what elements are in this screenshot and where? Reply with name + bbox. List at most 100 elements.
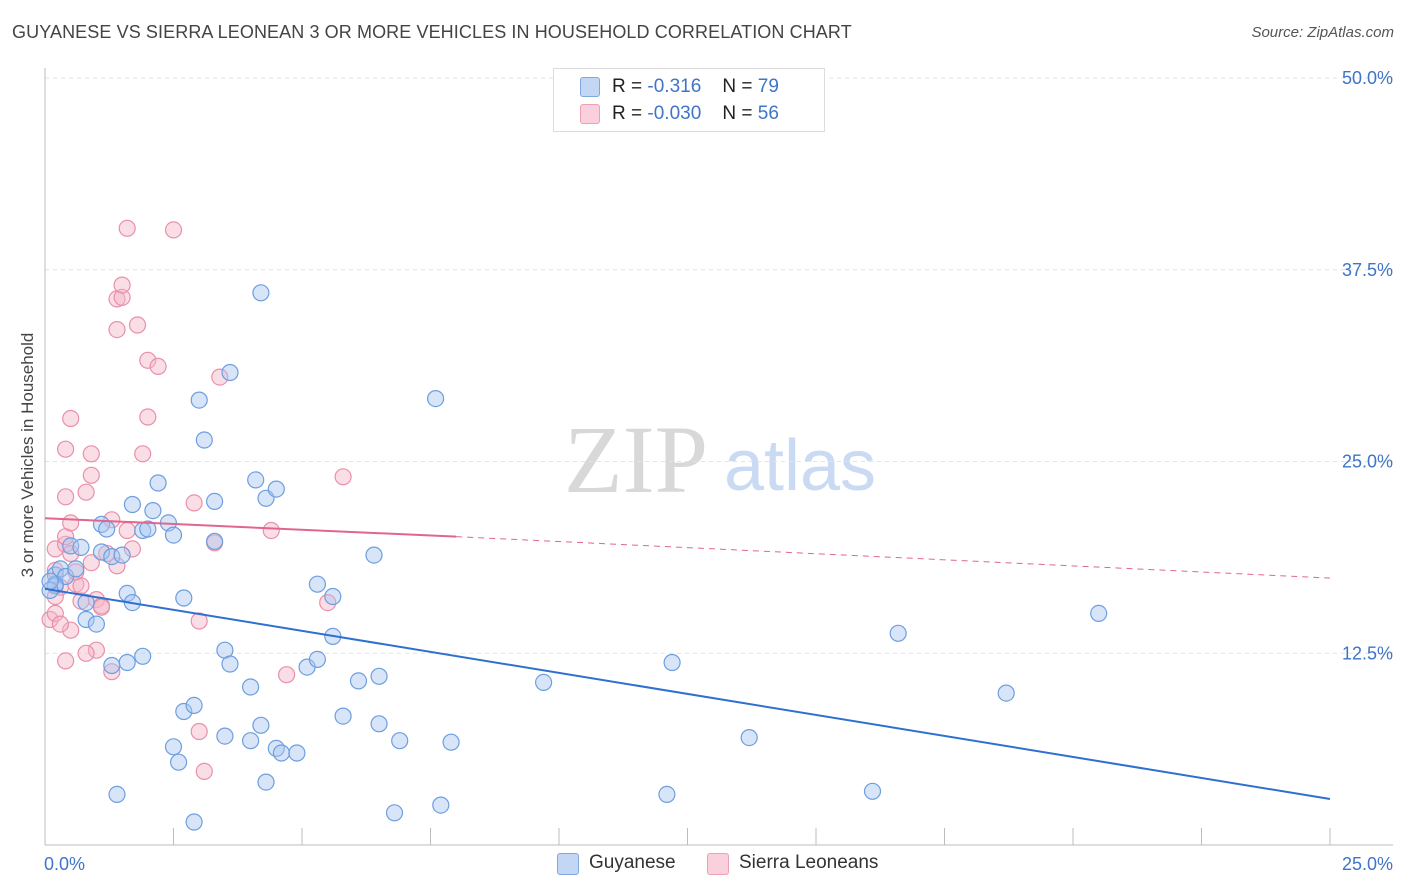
guyanese-points	[41, 284, 1108, 831]
legend-swatch-guyanese	[580, 77, 600, 97]
guyanese-point	[288, 744, 306, 762]
guyanese-point	[170, 753, 188, 771]
r-value: -0.030	[647, 103, 702, 124]
guyanese-point	[247, 471, 265, 489]
sierra-leonean-point	[211, 368, 229, 386]
sierra-leonean-points	[41, 219, 352, 781]
y-tick-label: 25.0%	[1342, 452, 1393, 472]
guyanese-point	[164, 738, 183, 756]
guyanese-point	[118, 653, 136, 672]
guyanese-point	[185, 696, 203, 715]
sierra-leonean-point	[278, 666, 296, 684]
sierra-leonean-point	[118, 521, 136, 540]
guyanese-point	[365, 546, 383, 564]
sierra-leonean-point	[113, 288, 131, 306]
sierra-leonean-point	[128, 316, 147, 334]
sierra-leonean-point	[139, 408, 157, 426]
guyanese-point	[123, 495, 141, 514]
guyanese-point	[77, 610, 95, 629]
sierra-leonean-point	[56, 652, 75, 670]
guyanese-point	[257, 773, 275, 791]
x-tick-label-max: 25.0%	[1342, 854, 1393, 874]
r-value: -0.316	[647, 76, 702, 97]
guyanese-point	[149, 474, 167, 492]
guyanese-point	[442, 733, 460, 751]
y-tick-label: 12.5%	[1342, 643, 1393, 663]
guyanese-point	[1090, 604, 1108, 623]
guyanese-point	[221, 655, 239, 673]
sierra-leonean-point	[108, 557, 126, 575]
n-label: N =	[722, 76, 753, 97]
guyanese-point	[534, 673, 553, 692]
sierra-leonean-point	[262, 521, 280, 540]
trend-lines	[44, 517, 1331, 800]
sierra-leonean-point	[77, 483, 95, 501]
sierra-leonean-point	[56, 440, 75, 458]
guyanese-point	[391, 732, 409, 750]
r-label: R =	[612, 76, 643, 97]
sierra-leonean-point	[334, 468, 352, 486]
guyanese-point	[324, 587, 342, 606]
guyanese-point	[242, 678, 260, 696]
guyanese-point	[134, 647, 152, 665]
guyanese-point	[190, 391, 208, 409]
guyanese-point	[144, 502, 162, 520]
guyanese-point	[185, 813, 203, 831]
sierra-leonean-point	[46, 604, 64, 623]
guyanese-point	[370, 667, 388, 685]
guyanese-point	[72, 538, 90, 557]
guyanese-point	[889, 624, 907, 642]
gridlines	[45, 77, 1393, 654]
guyanese-point	[242, 732, 260, 750]
x-tick-label-min: 0.0%	[44, 854, 85, 874]
sierra-leonean-point	[139, 351, 157, 369]
sierra-leonean-point	[123, 540, 141, 558]
guyanese-point	[863, 782, 882, 800]
sierra-leonean-point	[103, 663, 121, 681]
guyanese-point	[427, 390, 445, 408]
y-tick-label: 50.0%	[1342, 68, 1393, 88]
sierra-leonean-point	[82, 554, 100, 572]
guyanese-point	[349, 672, 368, 690]
n-value: 79	[757, 76, 779, 97]
guyanese-point	[997, 684, 1015, 702]
guyanese-point	[334, 707, 352, 725]
sierra-leonean-point	[190, 612, 208, 630]
sierra-leonean-point	[190, 722, 208, 741]
guyanese-point	[432, 796, 450, 814]
sierra-leonean-point	[62, 409, 80, 428]
sierra-leonean-trend-solid	[44, 517, 457, 538]
guyanese-point	[67, 560, 85, 578]
guyanese-point	[308, 575, 326, 593]
guyanese-point	[108, 785, 126, 804]
guyanese-point	[87, 615, 106, 633]
guyanese-point	[272, 744, 290, 762]
guyanese-point	[113, 546, 131, 564]
guyanese-point	[663, 653, 681, 672]
sierra-leonean-point	[108, 321, 126, 339]
sierra-leonean-point	[185, 494, 203, 512]
axes	[44, 68, 1393, 846]
guyanese-point	[92, 543, 111, 561]
sierra-leonean-point	[82, 445, 100, 463]
guyanese-point	[267, 739, 285, 758]
correlation-legend: R = -0.316 N = 79 R = -0.030 N = 56	[553, 68, 825, 132]
sierra-leonean-point	[51, 615, 70, 633]
sierra-leonean-point	[92, 598, 111, 616]
guyanese-point	[175, 702, 193, 721]
sierra-leonean-point	[62, 621, 80, 639]
guyanese-point	[252, 716, 270, 734]
legend-swatch-sierra-leoneans	[707, 853, 729, 875]
guyanese-point	[658, 785, 676, 804]
sierra-leonean-point	[118, 219, 136, 237]
sierra-leonean-point	[164, 221, 183, 239]
guyanese-point	[98, 520, 116, 538]
sierra-leonean-point	[103, 511, 121, 529]
guyanese-point	[103, 656, 121, 675]
legend-label-guyanese: Guyanese	[589, 852, 676, 873]
guyanese-point	[139, 520, 157, 538]
sierra-leonean-point	[134, 445, 152, 463]
guyanese-point	[385, 804, 404, 822]
sierra-leonean-point	[195, 762, 213, 781]
